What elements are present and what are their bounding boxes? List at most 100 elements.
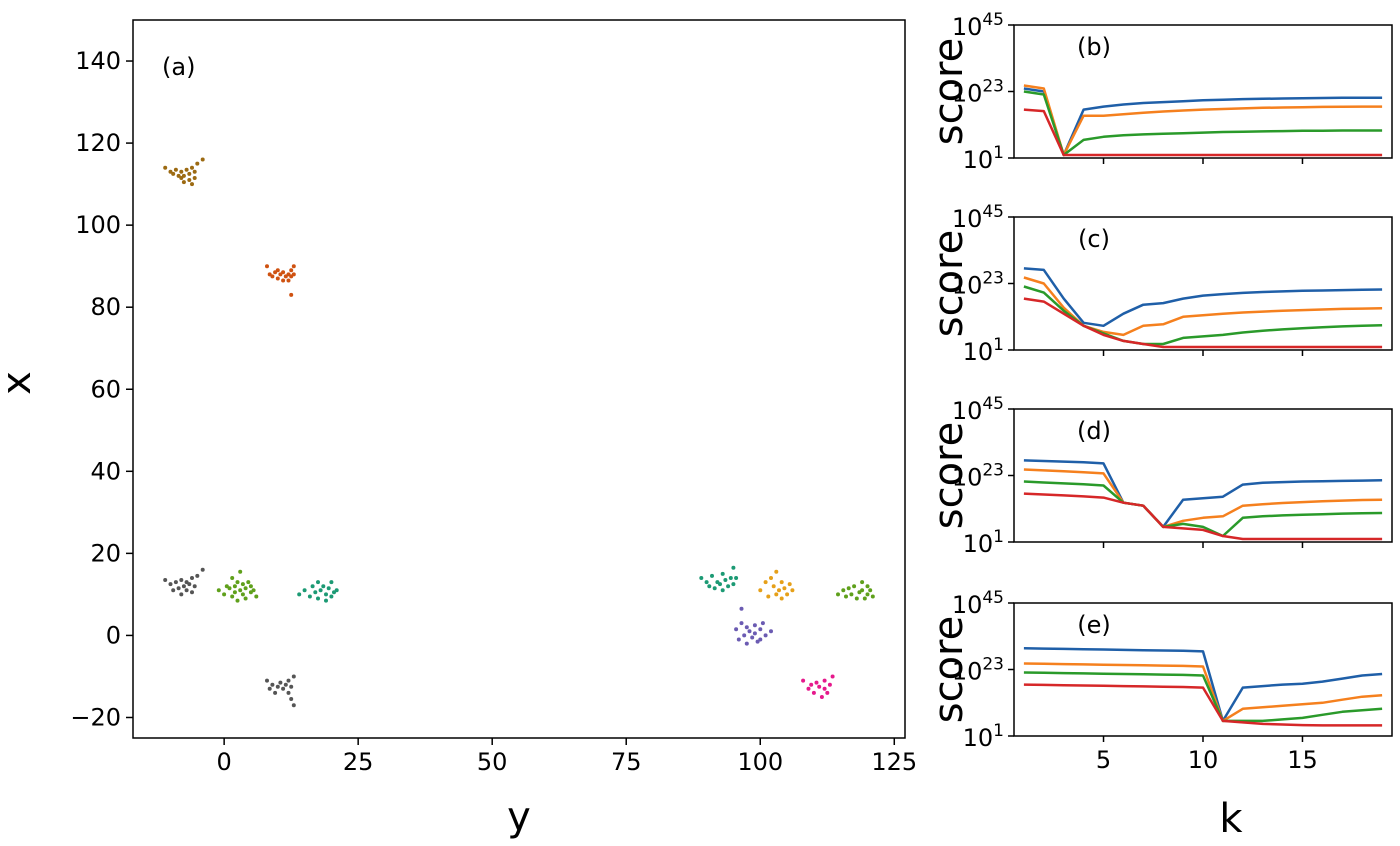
- scatter-point: [822, 686, 827, 691]
- x-tick-label: 15: [1287, 746, 1318, 774]
- score-series-line: [1023, 647, 1383, 723]
- x-tick-label: 10: [1188, 746, 1219, 774]
- scatter-point: [779, 596, 784, 601]
- scatter-point: [825, 690, 830, 695]
- scatter-point: [238, 588, 243, 593]
- scatter-point: [814, 680, 819, 685]
- scatter-point: [200, 157, 205, 162]
- scatter-point: [744, 625, 749, 630]
- score-series-line: [1023, 87, 1383, 157]
- scatter-point: [289, 292, 294, 297]
- scatter-point: [316, 596, 320, 601]
- scatter-point: [195, 573, 200, 578]
- scatter-point: [184, 167, 189, 172]
- scatter-point: [774, 592, 779, 597]
- scatter-point: [240, 582, 245, 587]
- scatter-point: [286, 678, 291, 683]
- y-tick-label: −20: [70, 703, 121, 731]
- scatter-point: [289, 268, 294, 273]
- scatter-point: [766, 594, 771, 599]
- scatter-point: [699, 576, 704, 580]
- scatter-point: [192, 176, 197, 180]
- scatter-point: [227, 586, 232, 591]
- y-tick-label: 1045: [952, 202, 1004, 233]
- scatter-point: [310, 584, 315, 589]
- scatter-point: [281, 278, 286, 283]
- scatter-point: [168, 169, 173, 174]
- scatter-point: [704, 580, 709, 585]
- scatter-point: [283, 682, 288, 687]
- scatter-point: [240, 592, 245, 597]
- score-series-line: [1023, 90, 1383, 157]
- scatter-point: [710, 573, 714, 578]
- scatter-point: [195, 161, 200, 166]
- scatter-point: [755, 639, 760, 644]
- scatter-point: [286, 278, 291, 283]
- scatter-point: [181, 180, 186, 185]
- scatter-point: [184, 588, 189, 593]
- scatter-point: [291, 264, 296, 269]
- y-tick-label: 1045: [952, 394, 1004, 425]
- scatter-point: [187, 178, 192, 182]
- score-y-axis-label: score: [926, 38, 972, 145]
- y-tick-label: 101: [963, 721, 1004, 752]
- scatter-point: [726, 584, 731, 589]
- scatter-point: [230, 594, 235, 599]
- scatter-point: [720, 588, 725, 593]
- scatter-point: [718, 582, 722, 587]
- scatter-point: [230, 576, 235, 580]
- scatter-point: [811, 690, 816, 695]
- scatter-point: [870, 594, 875, 599]
- scatter-point: [752, 631, 757, 636]
- scatter-point: [827, 682, 832, 687]
- scatter-point: [860, 580, 865, 585]
- scatter-cluster: [163, 567, 205, 597]
- scatter-point: [222, 592, 227, 597]
- score-series-line: [1023, 297, 1383, 349]
- scatter-point: [181, 173, 186, 178]
- scatter-point: [265, 264, 269, 269]
- score-panel: 101 1023 1045 5 10 15 (e) score: [926, 588, 1393, 774]
- scatter-point: [163, 165, 168, 170]
- scatter-point: [179, 169, 184, 174]
- score-series-line: [1023, 84, 1383, 157]
- scatter-point: [289, 697, 294, 701]
- scatter-point: [190, 590, 194, 595]
- scatter-point: [302, 588, 307, 593]
- scatter-point: [865, 592, 870, 597]
- x-tick-label: 5: [1096, 746, 1111, 774]
- y-tick-label: 100: [75, 211, 121, 239]
- k-axis-label: k: [1219, 796, 1243, 842]
- scatter-point: [854, 596, 859, 601]
- y-tick-label: 120: [75, 129, 121, 157]
- scatter-y-axis-label: x: [0, 371, 40, 395]
- y-tick-label: 1023: [952, 655, 1004, 686]
- scatter-point: [232, 590, 237, 595]
- scatter-point: [278, 272, 283, 277]
- scatter-point: [313, 590, 318, 595]
- scatter-point: [267, 686, 272, 691]
- scatter-point: [275, 268, 280, 273]
- scatter-point: [736, 637, 741, 642]
- scatter-point: [273, 690, 278, 695]
- scatter-point: [329, 594, 334, 599]
- scatter-plot-frame: [132, 19, 906, 739]
- scatter-points: [163, 157, 875, 708]
- scatter-point: [173, 580, 178, 585]
- scatter-cluster: [163, 157, 205, 187]
- y-tick-label: 140: [75, 47, 121, 75]
- scatter-point: [750, 635, 755, 640]
- y-tick-label: 40: [90, 457, 121, 485]
- scatter-point: [822, 678, 827, 683]
- scatter-point: [289, 684, 294, 689]
- scatter-point: [181, 584, 186, 589]
- scatter-point: [849, 592, 854, 597]
- scatter-point: [246, 580, 251, 585]
- scatter-point: [728, 576, 733, 580]
- scatter-x-ticks: 0 25 50 75 100 125: [216, 738, 917, 776]
- x-tick-label: 125: [871, 748, 917, 776]
- scatter-cluster: [297, 580, 339, 603]
- scatter-point: [163, 578, 168, 582]
- score-series-line: [1023, 662, 1383, 723]
